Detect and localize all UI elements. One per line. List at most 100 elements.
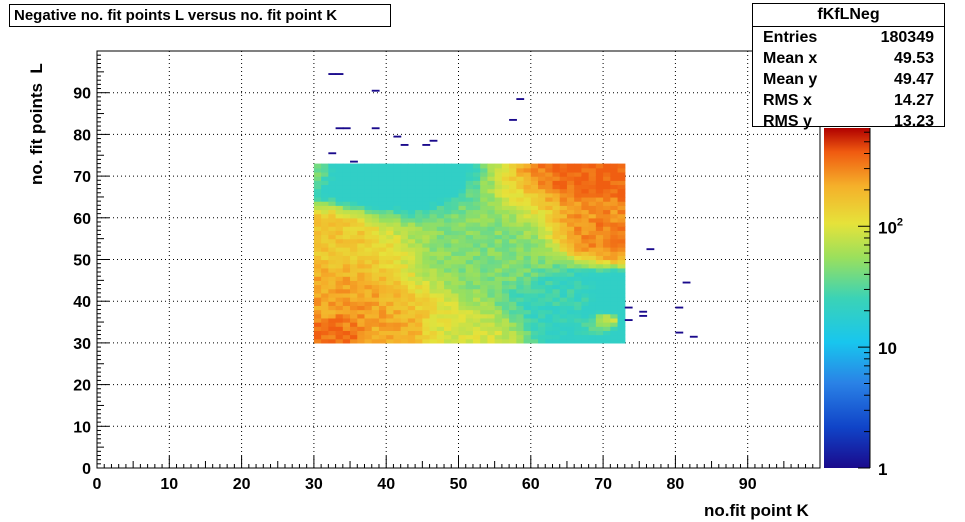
heatmap-cell [371, 213, 380, 219]
heatmap-cell [472, 255, 481, 261]
heatmap-cell [458, 317, 467, 323]
heatmap-cell [523, 317, 532, 323]
heatmap-cell [465, 251, 474, 256]
heatmap-cell [335, 272, 344, 277]
heatmap-cell [422, 292, 431, 298]
heatmap-cell [328, 192, 337, 198]
heatmap-cell [501, 326, 510, 331]
heatmap-cell [617, 188, 626, 194]
heatmap-cell [436, 180, 445, 186]
heatmap-cell [364, 317, 373, 323]
heatmap-cell [617, 192, 626, 198]
heatmap-cell [350, 317, 358, 323]
heatmap-cell [429, 322, 438, 327]
heatmap-cell [574, 322, 583, 327]
heatmap-cell [451, 213, 460, 219]
heatmap-cell [436, 209, 445, 215]
heatmap-cell [342, 167, 351, 173]
heatmap-cell [465, 288, 474, 294]
heatmap-cell [335, 338, 344, 344]
heatmap-cell [342, 317, 351, 323]
heatmap-cell [472, 242, 481, 248]
heatmap-cell [617, 280, 626, 286]
heatmap-cell [465, 259, 474, 265]
heatmap-cell [530, 301, 539, 306]
heatmap-cell [429, 246, 438, 252]
heatmap-cell [603, 259, 611, 265]
heatmap-cell [530, 238, 539, 244]
heatmap-cell [444, 176, 452, 181]
heatmap-cell [588, 297, 597, 302]
heatmap-cell [530, 292, 539, 298]
heatmap-cell [509, 330, 517, 336]
heatmap-cell [559, 301, 568, 306]
heatmap-cell [364, 255, 373, 261]
heatmap-cell [581, 322, 590, 327]
heatmap-cell [574, 238, 583, 244]
heatmap-cell [313, 297, 322, 302]
heatmap-cell [371, 221, 380, 227]
heatmap-cell [494, 284, 503, 290]
heatmap-cell [444, 276, 452, 281]
heatmap-cell [321, 230, 329, 236]
heatmap-cell [328, 317, 337, 323]
heatmap-cell [494, 221, 503, 227]
heatmap-cell [393, 180, 402, 186]
heatmap-cell [393, 209, 402, 215]
heatmap-cell [574, 217, 583, 223]
heatmap-cell [328, 326, 337, 331]
heatmap-cell [574, 209, 583, 215]
heatmap-cell [530, 213, 539, 219]
heatmap-cell [400, 196, 409, 202]
heatmap-cell [393, 238, 402, 244]
heatmap-cell [342, 230, 351, 236]
heatmap-cell [501, 192, 510, 198]
heatmap-cell [357, 263, 366, 269]
color-scale-label: 1 [878, 460, 887, 479]
heatmap-cell [436, 196, 445, 202]
heatmap-cell [444, 234, 452, 240]
heatmap-cell [364, 297, 373, 302]
heatmap-cell [465, 313, 474, 319]
heatmap-cell [436, 163, 445, 169]
heatmap-cell [444, 334, 452, 340]
heatmap-cell [530, 305, 539, 311]
heatmap-cell [617, 226, 626, 231]
heatmap-cell [574, 338, 583, 344]
heatmap-cell [415, 309, 423, 315]
heatmap-cell [581, 246, 590, 252]
heatmap-cell [595, 292, 604, 298]
heatmap-cell [603, 317, 611, 323]
heatmap-cell [393, 297, 402, 302]
heatmap-cell [342, 246, 351, 252]
heatmap-cell [429, 288, 438, 294]
heatmap-cell [603, 238, 611, 244]
heatmap-cell [610, 163, 619, 169]
heatmap-cell [328, 272, 337, 277]
heatmap-cell [378, 217, 387, 223]
heatmap-cell [350, 267, 358, 273]
stats-label: Entries [763, 29, 818, 46]
heatmap-cell [538, 280, 546, 286]
heatmap-cell [415, 326, 423, 331]
heatmap-cell [509, 338, 517, 344]
heatmap-cell [328, 309, 337, 315]
heatmap-cell [313, 326, 322, 331]
heatmap-cell [458, 309, 467, 315]
heatmap-cell [328, 276, 337, 281]
heatmap-cell [581, 255, 590, 261]
heatmap-cell [371, 192, 380, 198]
heatmap-cell [559, 246, 568, 252]
heatmap-cell [429, 263, 438, 269]
heatmap-cell [357, 209, 366, 215]
heatmap-cell [458, 192, 467, 198]
heatmap-cell [444, 272, 452, 277]
heatmap-cell [465, 309, 474, 315]
x-tick-label: 70 [594, 476, 612, 493]
heatmap-cell [429, 213, 438, 219]
heatmap-cell [335, 330, 344, 336]
heatmap-bin [682, 281, 691, 284]
heatmap-cell [595, 192, 604, 198]
heatmap-cell [559, 255, 568, 261]
heatmap-cell [530, 163, 539, 169]
